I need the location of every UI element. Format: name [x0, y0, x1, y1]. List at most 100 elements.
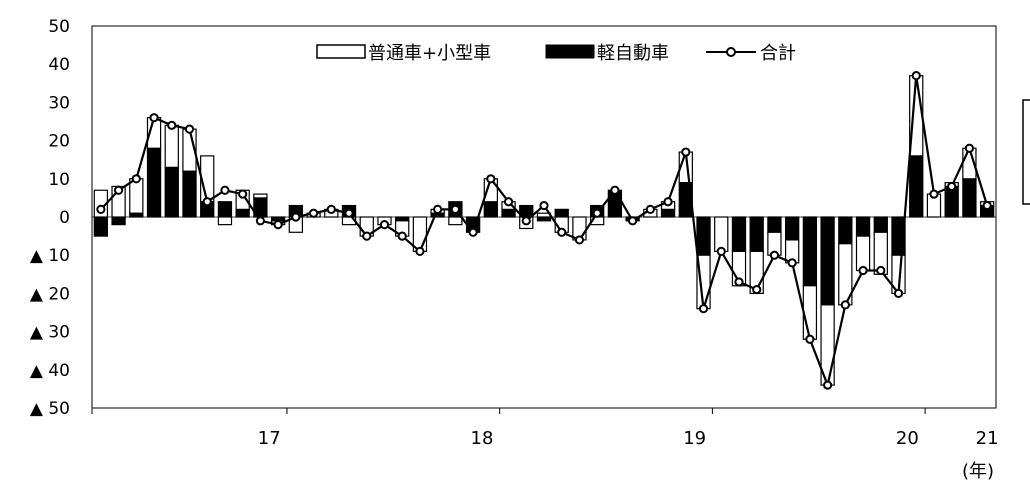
total-line: [100, 75, 989, 389]
y-tick-label: ▲ 10: [30, 246, 70, 266]
bar-kei: [696, 216, 711, 256]
total-point: [947, 181, 957, 192]
total-point: [964, 143, 975, 153]
y-tick-label: 0: [59, 208, 70, 228]
bar-normal: [164, 124, 179, 168]
bar-kei: [501, 208, 516, 218]
bar-normal: [714, 216, 729, 252]
bar-kei: [820, 216, 835, 306]
bar-normal: [217, 216, 233, 226]
x-tick-label: 21: [976, 428, 999, 449]
total-point: [362, 231, 372, 241]
total-point: [698, 304, 709, 314]
total-point: [468, 227, 478, 237]
total-point: [238, 189, 248, 199]
total-point: [291, 212, 301, 222]
side-box-fragment: [1022, 99, 1030, 205]
bar-kei: [784, 216, 800, 241]
bar-kei: [802, 216, 818, 287]
y-tick-label: 30: [48, 93, 70, 113]
bar-kei: [554, 208, 569, 218]
bar-normal: [802, 285, 818, 340]
total-point: [610, 185, 620, 195]
bar-normal: [253, 193, 268, 199]
bar-kei: [483, 201, 498, 218]
total-point: [557, 227, 567, 237]
total-point: [149, 113, 159, 123]
total-point: [167, 120, 177, 130]
total-point: [539, 200, 549, 211]
legend: 普通車+小型車 軽自動車 合計: [316, 43, 796, 64]
total-point: [840, 300, 850, 310]
bar-kei: [660, 208, 676, 218]
bar-kei: [962, 178, 977, 218]
total-point: [663, 197, 673, 207]
total-point: [734, 277, 744, 287]
bar-kei: [838, 216, 853, 245]
bar-kei: [767, 216, 782, 233]
total-point: [769, 250, 780, 260]
total-point: [716, 246, 726, 256]
total-point: [823, 380, 833, 390]
total-point: [645, 204, 655, 214]
total-point: [397, 231, 407, 241]
bar-kei: [909, 155, 924, 218]
bar-normal: [129, 178, 144, 214]
bar-kei: [855, 216, 871, 237]
bar-kei: [217, 201, 233, 218]
total-point: [273, 220, 283, 230]
total-point: [415, 246, 425, 256]
total-point: [131, 174, 141, 184]
bar-normal: [448, 216, 463, 226]
total-point: [344, 208, 354, 218]
bar-kei: [146, 147, 162, 218]
total-point: [486, 174, 496, 184]
x-axis-unit: (年): [962, 461, 994, 482]
legend-marker-total: [726, 47, 736, 57]
total-point: [911, 71, 921, 81]
y-tick-label: 40: [48, 55, 70, 75]
total-point: [326, 204, 336, 214]
y-tick-label: ▲ 50: [30, 399, 70, 419]
x-tick-label: 18: [471, 428, 494, 449]
x-axis: 17 18 19 20 21: [91, 408, 999, 449]
total-point: [752, 284, 762, 295]
total-point: [113, 185, 124, 195]
total-point: [929, 189, 939, 199]
x-tick-label: 17: [258, 428, 281, 449]
y-tick-label: 50: [48, 17, 70, 37]
y-tick-label: 20: [48, 132, 70, 152]
bar-kei: [873, 216, 888, 233]
total-point: [858, 265, 868, 276]
bar-kei: [749, 216, 764, 252]
legend-label-kei: 軽自動車: [597, 43, 669, 64]
total-point: [628, 216, 638, 226]
total-point: [308, 208, 319, 218]
bar-kei: [182, 170, 197, 218]
total-point: [787, 258, 797, 268]
total-point: [805, 334, 815, 344]
total-point: [876, 265, 886, 276]
bar-kei: [235, 208, 250, 218]
bar-kei: [111, 216, 126, 226]
total-point: [379, 220, 390, 230]
total-point: [450, 204, 460, 214]
total-point: [503, 197, 514, 207]
x-tick-label: 19: [683, 428, 706, 449]
total-point: [893, 288, 904, 298]
legend-label-total: 合計: [760, 43, 796, 64]
y-tick-label: ▲ 30: [30, 323, 70, 343]
total-point: [202, 197, 212, 207]
total-point: [96, 204, 106, 214]
legend-label-normal: 普通車+小型車: [368, 43, 491, 64]
legend-swatch-normal: [316, 44, 366, 59]
bar-kei: [164, 166, 179, 218]
plot-area: [91, 25, 997, 409]
total-point: [574, 235, 585, 245]
total-point: [982, 200, 992, 211]
legend-swatch-kei: [545, 44, 595, 59]
total-point: [681, 147, 691, 157]
bar-kei: [731, 216, 747, 252]
total-point: [220, 185, 230, 195]
